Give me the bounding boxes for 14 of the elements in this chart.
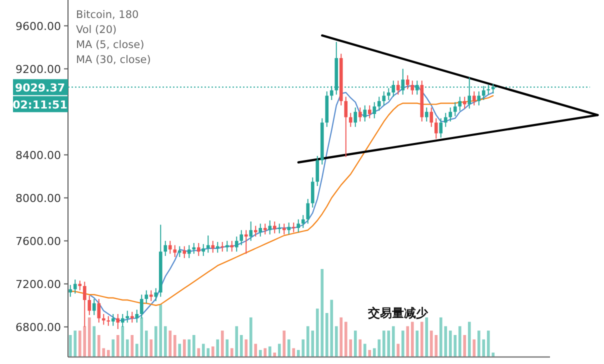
annotation: 交易量减少 [367, 306, 429, 320]
y-tick-label: 8400.00 [16, 148, 61, 162]
text: Bitcoin, 180 [76, 9, 139, 21]
y-tick-label: 9200.00 [16, 62, 61, 76]
y-tick-label: 7600.00 [16, 234, 61, 248]
text: 02:11:51 [12, 98, 68, 112]
annotation: Vol (20) [76, 24, 117, 36]
y-tick-label: 8000.00 [16, 192, 61, 205]
annotation: MA (30, close) [76, 54, 151, 66]
y-tick-label: 7200.00 [16, 278, 61, 291]
ref-line-label: 9029.37 [14, 82, 66, 95]
annotation: MA (5, close) [76, 39, 144, 51]
y-tick-label: 9600.00 [16, 20, 61, 33]
y-tick-label: 6800.00 [16, 320, 61, 334]
